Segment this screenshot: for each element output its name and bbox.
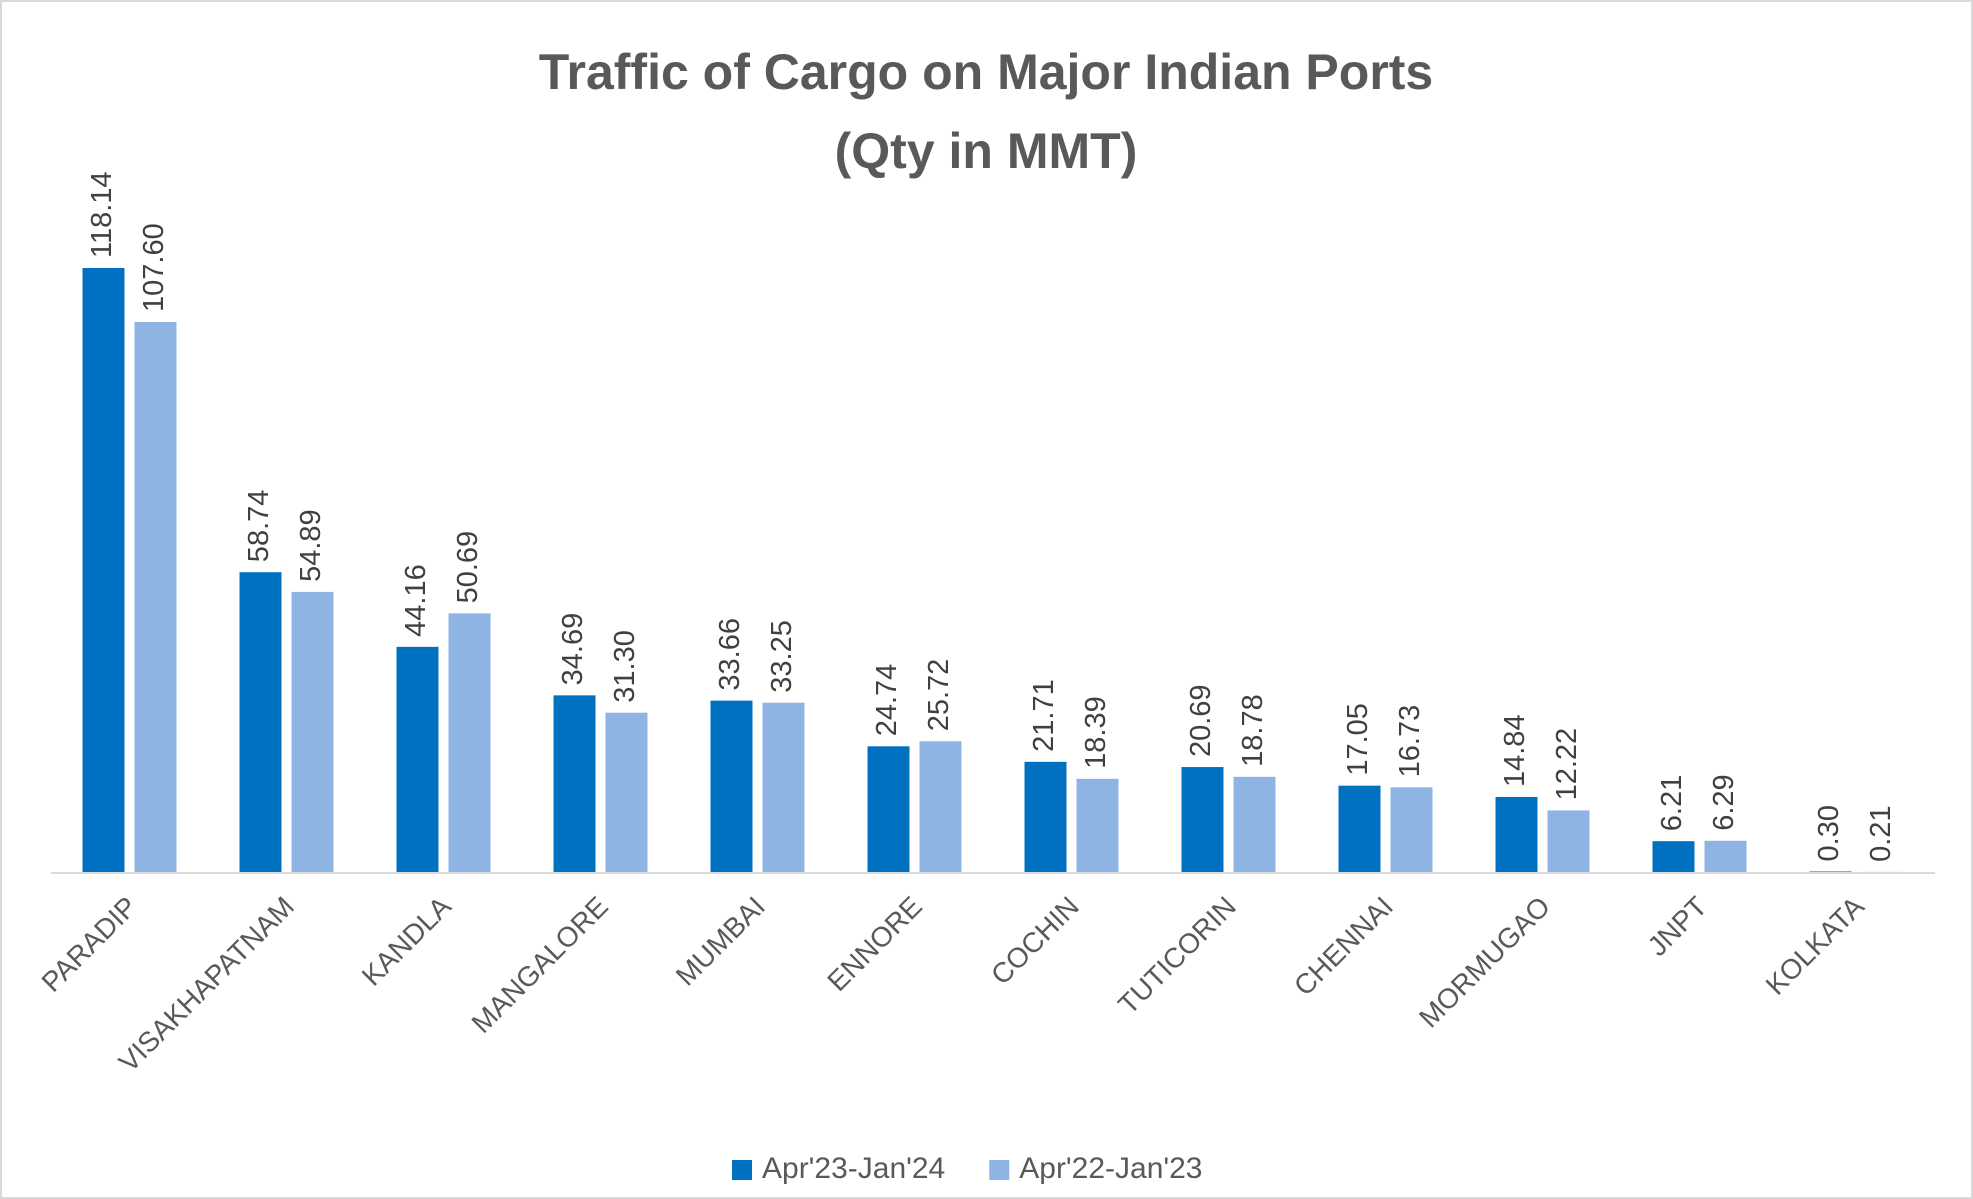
data-label: 58.74 <box>243 490 275 563</box>
data-label: 33.25 <box>766 620 798 693</box>
bar <box>553 695 596 873</box>
data-label: 17.05 <box>1342 703 1374 776</box>
bar <box>1338 785 1381 873</box>
data-label: 25.72 <box>923 659 955 732</box>
data-label: 44.16 <box>400 564 432 637</box>
bar <box>1390 787 1433 873</box>
bar <box>1181 767 1224 873</box>
bar <box>396 646 439 873</box>
data-label: 6.29 <box>1708 774 1740 830</box>
bar <box>867 746 910 873</box>
data-label: 12.22 <box>1551 728 1583 801</box>
data-label: 14.84 <box>1499 714 1531 787</box>
data-label: 20.69 <box>1185 684 1217 757</box>
bar <box>1495 797 1538 873</box>
bar <box>762 702 805 873</box>
bar <box>710 700 753 873</box>
bar <box>239 572 282 873</box>
legend-label: Apr'22-Jan'23 <box>1019 1152 1202 1185</box>
bar <box>448 613 491 873</box>
data-label: 6.21 <box>1656 775 1688 831</box>
data-label: 18.78 <box>1237 694 1269 767</box>
data-label: 50.69 <box>452 531 484 604</box>
bar <box>1547 810 1590 873</box>
bar <box>1652 841 1695 873</box>
chart-title: (Qty in MMT) <box>835 123 1138 179</box>
data-label: 34.69 <box>557 613 589 686</box>
data-label: 24.74 <box>871 664 903 737</box>
data-label: 16.73 <box>1394 705 1426 778</box>
legend-label: Apr'23-Jan'24 <box>762 1152 945 1185</box>
bar <box>1704 840 1747 873</box>
legend-swatch <box>732 1160 752 1180</box>
data-label: 21.71 <box>1028 679 1060 752</box>
data-label: 118.14 <box>86 171 118 258</box>
bar <box>1233 776 1276 873</box>
data-label: 0.21 <box>1865 805 1897 861</box>
bar <box>605 712 648 873</box>
bar <box>82 268 125 873</box>
bar <box>1024 761 1067 873</box>
data-label: 0.30 <box>1813 805 1845 861</box>
data-label: 107.60 <box>138 223 170 312</box>
legend-swatch <box>989 1160 1010 1180</box>
bar <box>134 321 177 873</box>
data-label: 31.30 <box>609 630 641 703</box>
data-label: 54.89 <box>295 509 327 582</box>
data-label: 33.66 <box>714 618 746 691</box>
data-label: 18.39 <box>1080 696 1112 769</box>
chart-title: Traffic of Cargo on Major Indian Ports <box>539 44 1434 100</box>
bar <box>1076 778 1119 873</box>
bar <box>291 591 334 873</box>
bar <box>919 741 962 873</box>
